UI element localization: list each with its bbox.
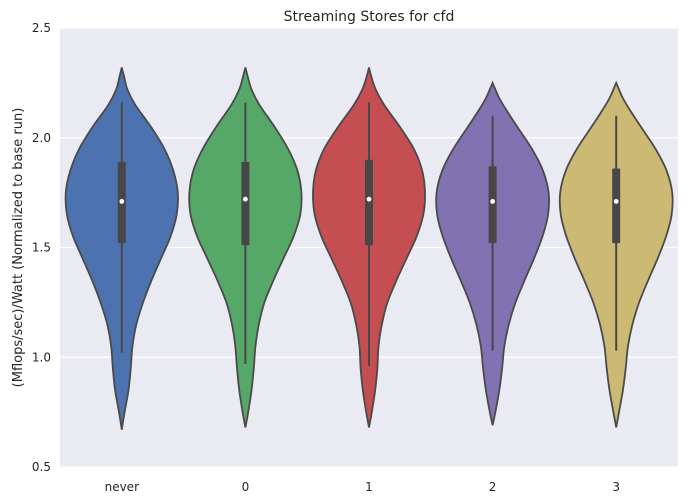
x-axis-ticks: never 0 1 2 3 [105, 480, 620, 494]
y-axis-label: (Mflops/sec)/Watt (Normalized to base ru… [11, 108, 26, 388]
violin-iqr-box [488, 166, 497, 244]
violin-median-dot [119, 199, 125, 204]
chart-title: Streaming Stores for cfd [284, 9, 455, 25]
violin-iqr-box [612, 168, 621, 244]
violin-never [64, 67, 179, 430]
y-tick-label: 1.5 [32, 241, 51, 255]
y-tick-label: 2.0 [32, 131, 51, 145]
violin-median-dot [613, 199, 619, 204]
violin-0 [188, 67, 303, 428]
y-tick-label: 1.0 [32, 350, 51, 364]
violin-3 [558, 80, 674, 428]
violin-1 [312, 67, 426, 428]
x-tick-label: 1 [365, 480, 373, 494]
y-tick-label: 0.5 [32, 460, 51, 474]
violin-median-dot [243, 196, 248, 202]
violin-median-dot [490, 199, 495, 204]
violins [64, 67, 674, 430]
violin-iqr-box [365, 159, 373, 246]
x-tick-label: never [105, 480, 139, 494]
violin-2 [435, 80, 550, 426]
violin-iqr-box [241, 161, 250, 246]
y-axis-ticks: 0.5 1.0 1.5 2.0 2.5 [32, 21, 51, 474]
x-tick-label: 3 [612, 480, 620, 494]
x-tick-label: 0 [242, 480, 250, 494]
x-tick-label: 2 [489, 480, 497, 494]
y-tick-label: 2.5 [32, 21, 51, 35]
violin-median-dot [366, 196, 372, 202]
